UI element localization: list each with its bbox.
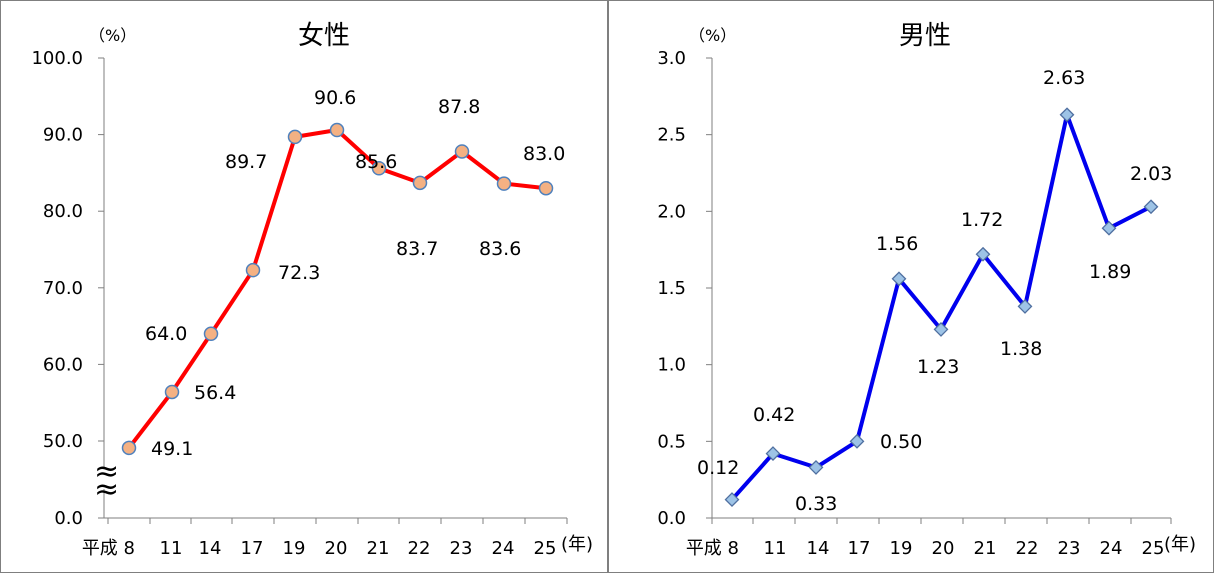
chart-panel-female: 女性 （%） ≈ ≈0.0 50.0 60.0 70.0 80.0 90.0 100.0 平成 8 1… — [0, 0, 608, 573]
data-point — [287, 129, 303, 145]
data-label: 90.6 — [314, 87, 356, 109]
x-tick-label: 22 — [408, 538, 431, 559]
x-tick-label: 19 — [890, 538, 913, 559]
x-tick-label: 25 — [1142, 538, 1165, 559]
data-label: 0.50 — [880, 431, 922, 453]
data-label: 83.0 — [523, 143, 565, 165]
data-label: 1.89 — [1089, 261, 1131, 283]
data-point — [164, 384, 180, 400]
x-tick-label: 23 — [450, 538, 473, 559]
data-point — [1017, 298, 1033, 314]
data-point — [1143, 199, 1159, 215]
axis-break-mark: ≈ — [94, 454, 119, 489]
x-tick-label: 25 — [534, 538, 557, 559]
x-tick-label: 22 — [1016, 538, 1039, 559]
data-point — [371, 161, 387, 176]
x-tick-label: 20 — [932, 538, 955, 559]
data-label: 64.0 — [145, 323, 187, 345]
y-tick-label: 90.0 — [43, 125, 83, 146]
x-tick-label: 11 — [764, 538, 787, 559]
data-point — [203, 326, 219, 342]
x-tick-label: 21 — [367, 538, 390, 559]
y-tick-label: 0.0 — [657, 508, 686, 529]
data-point — [765, 446, 781, 462]
x-tick-label: 20 — [325, 538, 348, 559]
chart-male-svg: 男性 （%） 0.0 0.5 1.0 1.5 2.0 2.5 3.0 平成 8 11 14 17 19 20… — [657, 21, 1196, 559]
data-point — [808, 459, 824, 475]
y-tick-label: 50.0 — [43, 431, 83, 452]
data-label: 1.23 — [917, 356, 959, 378]
data-label: 1.72 — [961, 209, 1003, 231]
y-tick-label: 70.0 — [43, 278, 83, 299]
x-axis-unit: (年) — [561, 534, 593, 555]
data-label: 83.7 — [396, 238, 438, 260]
y-tick-label: 3.0 — [657, 48, 686, 69]
y-tick-label: 2.5 — [657, 125, 686, 146]
data-label: 89.7 — [225, 151, 267, 173]
x-tick-label: 24 — [1100, 538, 1123, 559]
data-point — [245, 262, 261, 278]
x-tick-label: 24 — [492, 538, 515, 559]
x-tick-label: 14 — [807, 538, 830, 559]
x-tick-label: 23 — [1058, 538, 1081, 559]
y-tick-label: 1.5 — [657, 278, 686, 299]
data-label: 2.03 — [1130, 163, 1172, 185]
y-tick-label: 2.0 — [657, 201, 686, 222]
data-point — [891, 271, 907, 287]
chart-female-svg: 女性 （%） ≈≈0.0 50.0 60.0 70.0 80.0 90.0 100.0 平成 8 1… — [31, 21, 593, 559]
data-point — [538, 180, 554, 196]
data-point — [849, 433, 865, 449]
data-label: 0.42 — [753, 404, 795, 426]
data-label: 87.8 — [438, 96, 480, 118]
y-tick-label: 100.0 — [31, 48, 83, 69]
data-point — [1059, 107, 1075, 123]
series-line-male — [730, 112, 1152, 501]
data-label: 1.56 — [876, 233, 918, 255]
data-point — [1101, 220, 1117, 236]
data-label: 85.6 — [355, 151, 397, 173]
x-tick-label: 14 — [199, 538, 222, 559]
y-tick-label: 60.0 — [43, 354, 83, 375]
chart-title: 女性 — [298, 21, 350, 51]
y-tick-label: 1.0 — [657, 355, 686, 376]
x-tick-label: 11 — [160, 538, 183, 559]
y-axis-unit: （%） — [689, 26, 736, 45]
y-tick-label: 0.5 — [657, 431, 686, 452]
chart-title: 男性 — [899, 21, 951, 51]
data-label: 49.1 — [151, 438, 193, 460]
data-label: 1.38 — [1000, 338, 1042, 360]
y-axis-unit: （%） — [89, 26, 136, 45]
data-point — [933, 321, 949, 337]
x-axis-unit: (年) — [1164, 534, 1196, 555]
data-label: 2.63 — [1043, 67, 1085, 89]
data-label: 0.12 — [697, 457, 739, 479]
axis-break-mark: ≈ — [94, 472, 119, 507]
x-tick-label: 17 — [848, 538, 871, 559]
data-label: 72.3 — [278, 262, 320, 284]
x-tick-label: 17 — [241, 538, 264, 559]
chart-panel-male: 男性 （%） 0.0 0.5 1.0 1.5 2.0 2.5 3.0 平成 8 11 14 17 19 20… — [608, 0, 1214, 573]
data-point — [724, 492, 740, 508]
data-label: 56.4 — [194, 382, 236, 404]
data-point — [412, 175, 428, 191]
data-point — [121, 440, 137, 456]
data-point — [975, 246, 991, 262]
y-tick-label: 80.0 — [43, 201, 83, 222]
data-label: 83.6 — [479, 238, 521, 260]
x-tick-label: 21 — [974, 538, 997, 559]
data-point — [454, 144, 470, 159]
data-point — [496, 176, 512, 191]
data-point — [329, 122, 345, 138]
x-tick-label: 19 — [283, 538, 306, 559]
data-label: 0.33 — [795, 493, 837, 515]
x-tick-label: 平成 8 — [686, 538, 739, 559]
x-tick-label: 平成 8 — [82, 538, 135, 559]
series-line-female — [127, 128, 547, 450]
y-tick-label: 0.0 — [54, 508, 83, 529]
